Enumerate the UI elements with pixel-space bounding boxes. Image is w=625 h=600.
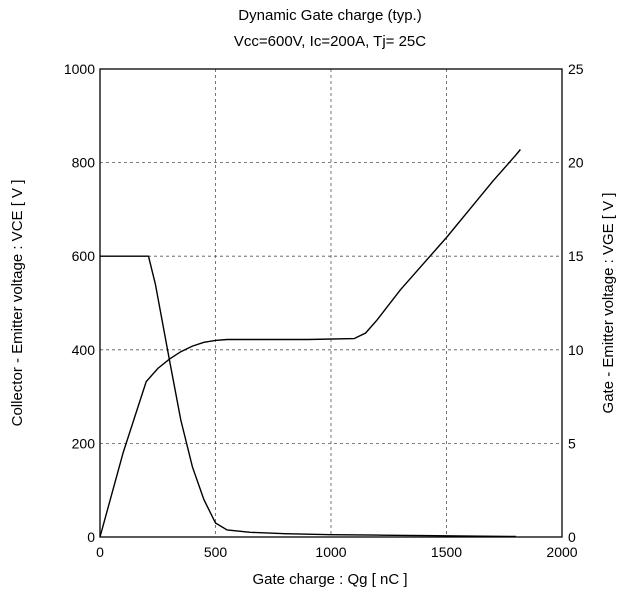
x-tick-label: 1000 [315,544,346,560]
series-layer [100,150,520,538]
y-left-tick-label: 0 [87,529,95,545]
x-tick-label: 1500 [431,544,462,560]
x-tick-label: 2000 [546,544,577,560]
tick-labels: 0 500 1000 1500 2000020040060080010000510152… [64,61,584,560]
y-left-tick-label: 400 [72,342,96,358]
chart-title: Dynamic Gate charge (typ.) [238,7,421,24]
vce-curve [100,256,516,536]
y-axis-right-label: Gate - Emitter voltage : VGE [ V ] [600,193,617,414]
y-right-tick-label: 25 [568,61,584,77]
y-axis-left-label: Collector - Emitter voltage : VCE [ V ] [9,180,26,427]
grid-lines [100,69,562,537]
y-right-tick-label: 15 [568,248,584,264]
x-axis-label: Gate charge : Qg [ nC ] [252,571,407,588]
y-right-tick-label: 5 [568,435,576,451]
y-left-tick-label: 800 [72,155,96,171]
y-left-tick-label: 200 [72,435,96,451]
vge-curve [100,150,520,538]
y-right-tick-label: 20 [568,155,584,171]
y-left-tick-label: 600 [72,248,96,264]
x-tick-label: 500 [204,544,228,560]
x-tick-label: 0 [96,544,104,560]
chart-subtitle: Vcc=600V, Ic=200A, Tj= 25C [234,33,426,50]
y-right-tick-label: 0 [568,529,576,545]
y-left-tick-label: 1000 [64,61,95,77]
y-right-tick-label: 10 [568,342,584,358]
